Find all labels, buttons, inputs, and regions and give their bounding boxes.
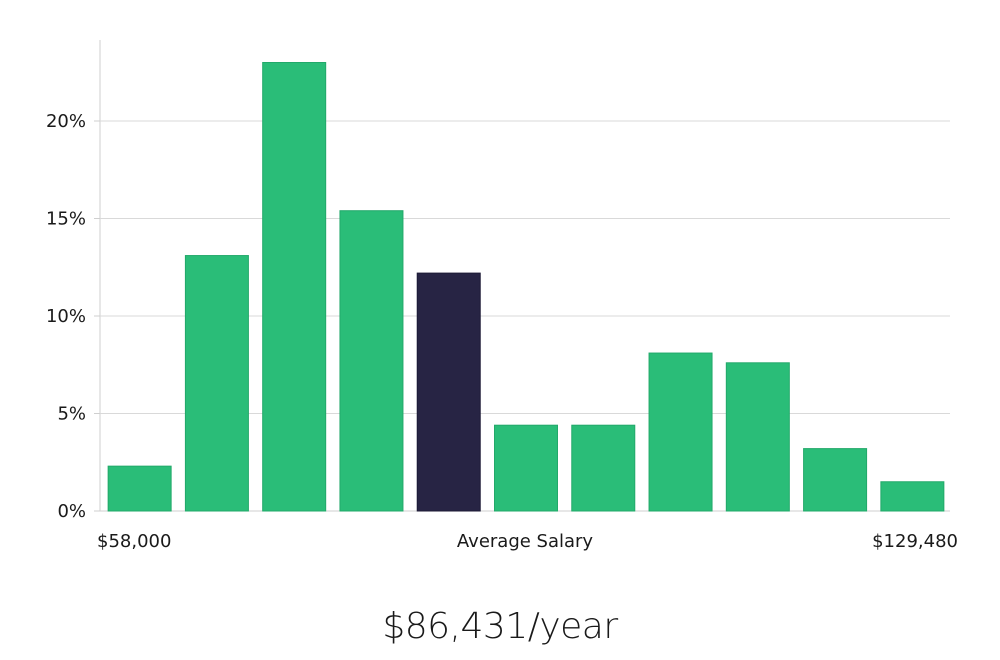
bar-average — [416, 272, 481, 512]
y-tick-label: 20% — [46, 111, 86, 132]
x-end-label: $129,480 — [872, 531, 958, 552]
x-axis-title: Average Salary — [457, 531, 594, 552]
y-tick-label: 0% — [57, 501, 86, 522]
bar — [648, 352, 713, 512]
average-salary-value: $86,431/year — [382, 606, 618, 647]
bar — [725, 362, 790, 512]
bar — [262, 62, 327, 512]
x-start-label: $58,000 — [97, 531, 171, 552]
bar — [339, 210, 404, 512]
bar — [803, 448, 868, 512]
bar — [880, 481, 945, 512]
bar — [184, 255, 249, 512]
bar — [494, 424, 558, 512]
y-tick-label: 15% — [46, 209, 86, 230]
salary-histogram: 0% 5% 10% 15% 20% $58,000 Average Salary $129,4… — [46, 40, 958, 552]
y-tick-label: 5% — [57, 404, 86, 425]
bar — [571, 424, 636, 512]
y-tick-label: 10% — [46, 306, 86, 327]
bar — [107, 465, 172, 512]
